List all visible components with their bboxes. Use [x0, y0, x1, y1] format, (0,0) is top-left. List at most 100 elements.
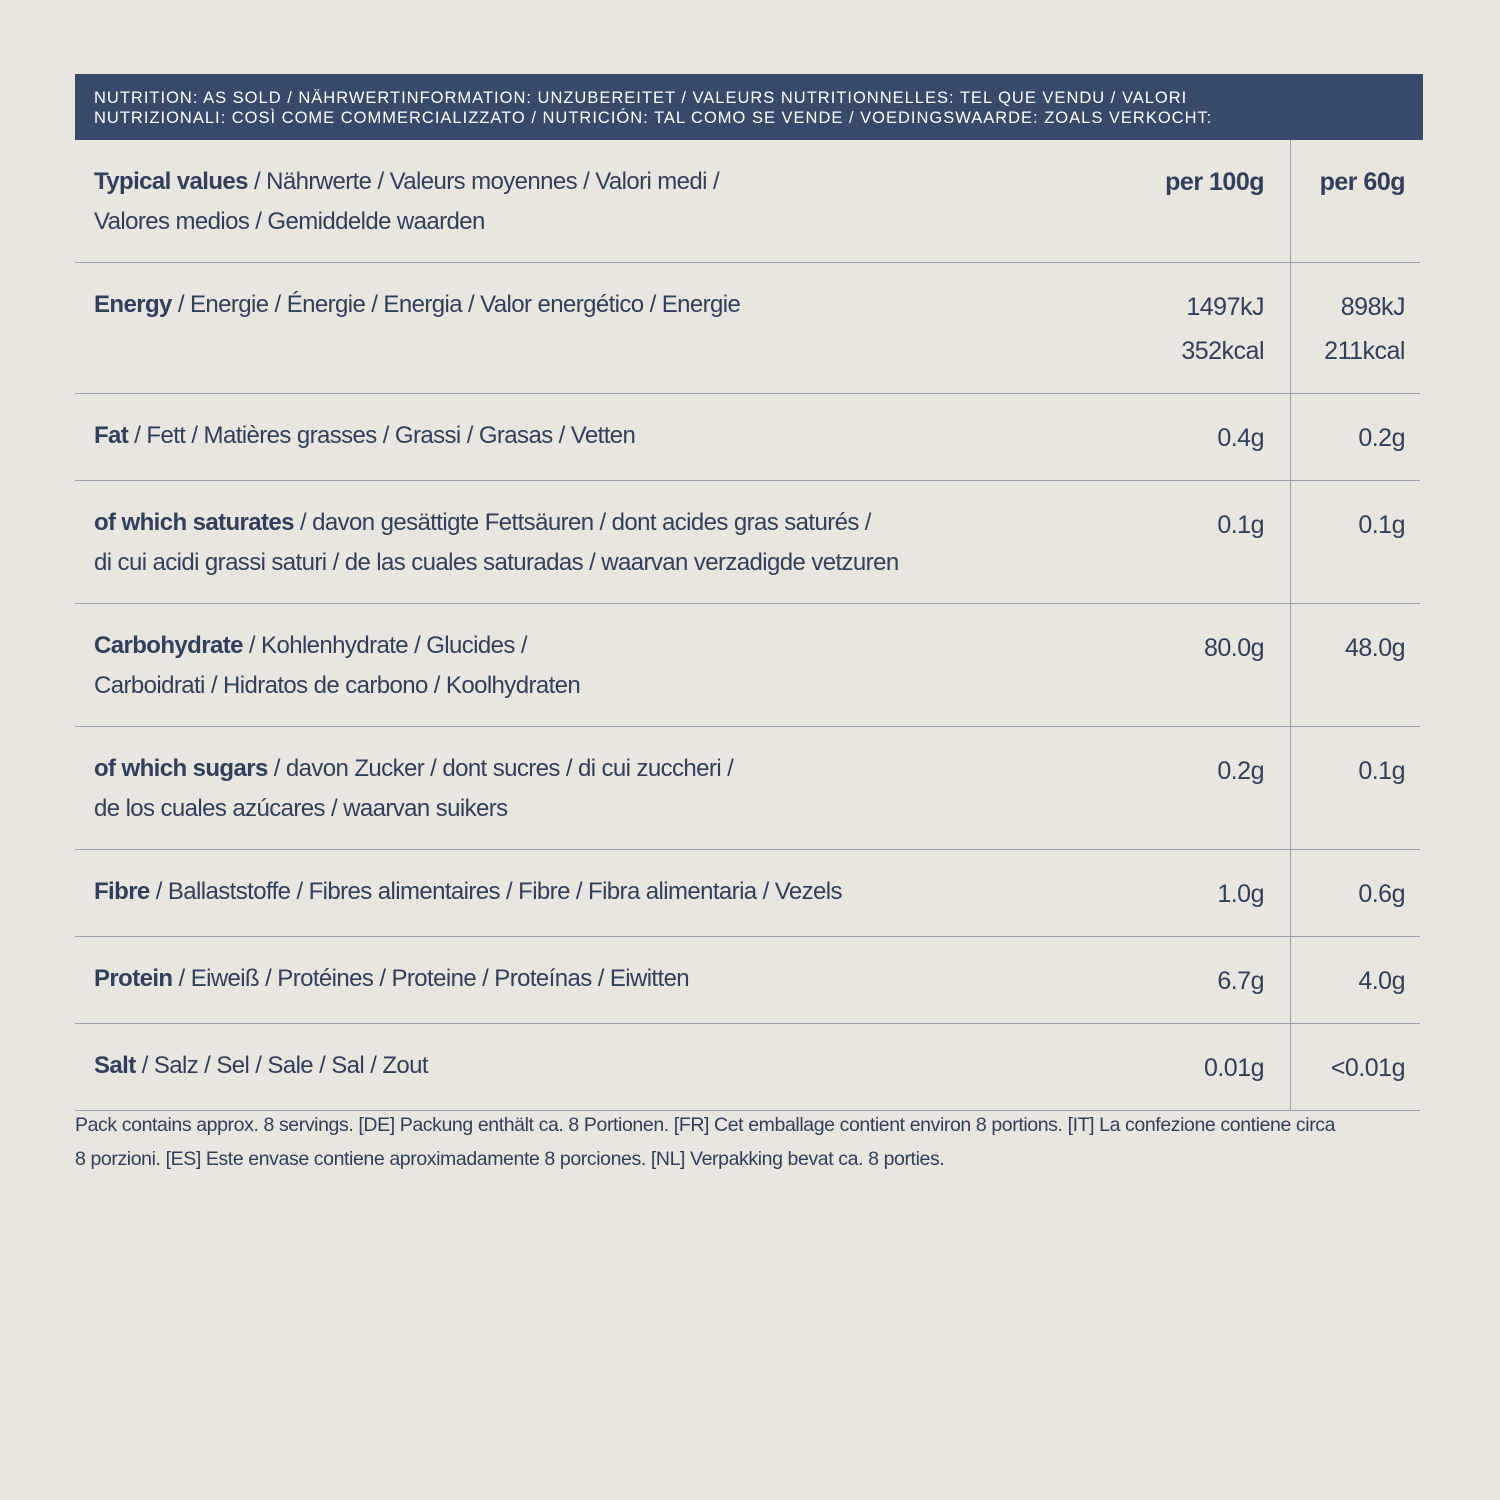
nutrient-row: of which saturates / davon gesättigte Fe… [75, 481, 1420, 604]
label-line: of which saturates / davon gesättigte Fe… [94, 503, 1116, 543]
nutrient-row: Protein / Eiweiß / Protéines / Proteine … [75, 937, 1420, 1024]
value: 6.7g [1217, 967, 1264, 995]
value: <0.01g [1330, 1054, 1406, 1082]
label-name: Fibre [94, 878, 150, 905]
value-cell: 0.1g [1291, 481, 1420, 603]
row-label: of which sugars / davon Zucker / dont su… [75, 727, 1116, 849]
value: 0.01g [1203, 1054, 1265, 1082]
value: 48.0g [1344, 634, 1406, 662]
value: per 60g [1319, 168, 1406, 196]
value-cell: 0.6g [1291, 850, 1420, 936]
value-cell: per 100g [1116, 140, 1291, 262]
label-text: / Kohlenhydrate / Glucides / [242, 632, 528, 659]
label-line: Typical values / Nährwerte / Valeurs moy… [94, 162, 1116, 202]
nutrient-row: Fat / Fett / Matières grasses / Grassi /… [75, 394, 1420, 481]
nutrient-row: Fibre / Ballaststoffe / Fibres alimentai… [75, 850, 1420, 937]
row-label: Fibre / Ballaststoffe / Fibres alimentai… [75, 850, 1116, 936]
value: 0.4g [1217, 424, 1264, 452]
label-name: Energy [94, 291, 172, 318]
value-cell: 898kJ 211kcal [1291, 263, 1420, 393]
value: 0.2g [1358, 424, 1405, 452]
value: per 100g [1165, 168, 1264, 196]
label-text: / Energie / Énergie / Energia / Valor en… [171, 291, 741, 318]
value: 0.1g [1358, 511, 1405, 539]
footer-line: 8 porzioni. [ES] Este envase contiene ap… [75, 1148, 945, 1170]
label-name: Fat [94, 422, 129, 449]
label-name: Carbohydrate [94, 632, 243, 659]
nutrient-row: of which sugars / davon Zucker / dont su… [75, 727, 1420, 850]
value: 4.0g [1358, 967, 1405, 995]
label-line: Valores medios / Gemiddelde waarden [94, 202, 1116, 242]
label-text: de los cuales azúcares / waarvan suikers [94, 795, 508, 822]
label-text: di cui acidi grassi saturi / de las cual… [94, 549, 899, 576]
value-cell: per 60g [1291, 140, 1420, 262]
row-label: Carbohydrate / Kohlenhydrate / Glucides … [75, 604, 1116, 726]
nutrient-row: Energy / Energie / Énergie / Energia / V… [75, 263, 1420, 394]
label-line: Fibre / Ballaststoffe / Fibres alimentai… [94, 872, 1116, 912]
value-cell: 1.0g [1116, 850, 1291, 936]
label-name: Typical values [94, 168, 249, 195]
row-label: Salt / Salz / Sel / Sale / Sal / Zout [75, 1024, 1116, 1110]
label-text: / Eiweiß / Protéines / Proteine / Proteí… [172, 965, 690, 992]
value: 0.2g [1217, 757, 1264, 785]
value-cell: 48.0g [1291, 604, 1420, 726]
label-name: Protein [94, 965, 173, 992]
value-cell: 1497kJ 352kcal [1116, 263, 1291, 393]
row-label: Typical values / Nährwerte / Valeurs moy… [75, 140, 1116, 262]
label-text: / Ballaststoffe / Fibres alimentaires / … [149, 878, 843, 905]
value-cell: 0.1g [1116, 481, 1291, 603]
value: 0.1g [1217, 511, 1264, 539]
nutrition-table: Typical values / Nährwerte / Valeurs moy… [75, 140, 1420, 1111]
header-title-line: NUTRITION: AS SOLD / NÄHRWERTINFORMATION… [94, 89, 1188, 107]
value-cell: 0.2g [1116, 727, 1291, 849]
label-line: of which sugars / davon Zucker / dont su… [94, 749, 1116, 789]
row-label: Energy / Energie / Énergie / Energia / V… [75, 263, 1116, 393]
value-cell: 80.0g [1116, 604, 1291, 726]
value: 352kcal [1181, 337, 1264, 365]
label-name: of which saturates [94, 509, 295, 536]
label-text: Valores medios / Gemiddelde waarden [94, 208, 485, 235]
value: 0.6g [1358, 880, 1405, 908]
value: 211kcal [1324, 337, 1405, 365]
label-line: Energy / Energie / Énergie / Energia / V… [94, 285, 1116, 325]
label-line: Salt / Salz / Sel / Sale / Sal / Zout [94, 1046, 1116, 1086]
label-name: of which sugars [94, 755, 268, 782]
value-cell: 0.2g [1291, 394, 1420, 480]
label-text: Carboidrati / Hidratos de carbono / Kool… [94, 672, 581, 699]
value: 898kJ [1340, 293, 1406, 321]
row-label: of which saturates / davon gesättigte Fe… [75, 481, 1116, 603]
label-text: / davon gesättigte Fettsäuren / dont aci… [293, 509, 871, 536]
value: 1.0g [1217, 880, 1264, 908]
header-title-line: NUTRIZIONALI: COSÌ COME COMMERCIALIZZATO… [94, 109, 1213, 127]
header-row: Typical values / Nährwerte / Valeurs moy… [75, 140, 1420, 263]
row-label: Fat / Fett / Matières grasses / Grassi /… [75, 394, 1116, 480]
label-line: Carboidrati / Hidratos de carbono / Kool… [94, 666, 1116, 706]
footer-line: Pack contains approx. 8 servings. [DE] P… [75, 1114, 1336, 1136]
label-text: / Fett / Matières grasses / Grassi / Gra… [128, 422, 636, 449]
label-line: de los cuales azúcares / waarvan suikers [94, 789, 1116, 829]
label-line: Carbohydrate / Kohlenhydrate / Glucides … [94, 626, 1116, 666]
value-cell: 0.01g [1116, 1024, 1291, 1110]
footer-note: Pack contains approx. 8 servings. [DE] P… [75, 1108, 1336, 1176]
value: 1497kJ [1186, 293, 1264, 321]
label-text: / davon Zucker / dont sucres / di cui zu… [267, 755, 734, 782]
nutrient-row: Salt / Salz / Sel / Sale / Sal / Zout 0.0… [75, 1024, 1420, 1111]
nutrient-row: Carbohydrate / Kohlenhydrate / Glucides … [75, 604, 1420, 727]
value-cell: <0.01g [1291, 1024, 1420, 1110]
value-cell: 4.0g [1291, 937, 1420, 1023]
row-label: Protein / Eiweiß / Protéines / Proteine … [75, 937, 1116, 1023]
label-name: Salt [94, 1052, 136, 1079]
label-line: Protein / Eiweiß / Protéines / Proteine … [94, 959, 1116, 999]
value-cell: 0.4g [1116, 394, 1291, 480]
header-bar: NUTRITION: AS SOLD / NÄHRWERTINFORMATION… [75, 74, 1423, 140]
label-text: / Salz / Sel / Sale / Sal / Zout [135, 1052, 429, 1079]
label-text: / Nährwerte / Valeurs moyennes / Valori … [247, 168, 720, 195]
value: 0.1g [1358, 757, 1405, 785]
value-cell: 0.1g [1291, 727, 1420, 849]
label-line: Fat / Fett / Matières grasses / Grassi /… [94, 416, 1116, 456]
label-line: di cui acidi grassi saturi / de las cual… [94, 543, 1116, 583]
value: 80.0g [1203, 634, 1265, 662]
value-cell: 6.7g [1116, 937, 1291, 1023]
